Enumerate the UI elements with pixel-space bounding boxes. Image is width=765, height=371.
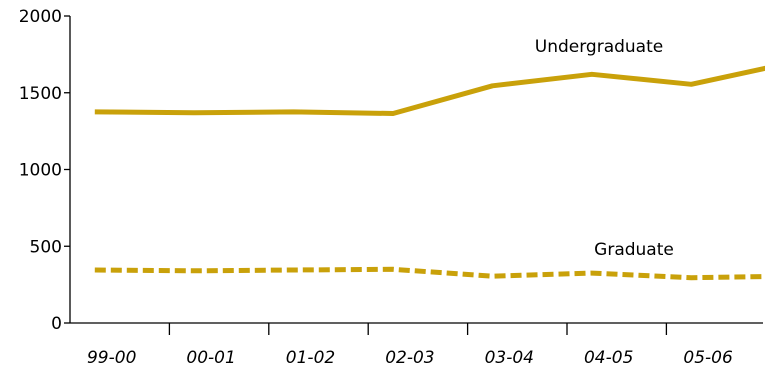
series-label-graduate: Graduate [594,240,674,260]
x-tick-label: 04-05 [584,348,633,368]
x-tick-label: 00-01 [186,348,235,368]
y-tick-label: 1000 [19,161,62,181]
x-tick-label: 02-03 [385,348,434,368]
y-tick-label: 500 [30,237,62,257]
y-tick-label: 0 [51,314,62,334]
y-tick-label: 1500 [19,84,62,104]
series-label-undergraduate: Undergraduate [535,37,663,57]
x-tick-label: 05-06 [683,348,733,368]
y-tick-label: 2000 [19,7,62,27]
x-tick-label: 99-00 [87,348,136,368]
series-line-graduate [94,266,765,281]
x-tick-label: 03-04 [485,348,534,368]
series-line-undergraduate [94,65,765,116]
x-tick-label: 01-02 [286,348,335,368]
